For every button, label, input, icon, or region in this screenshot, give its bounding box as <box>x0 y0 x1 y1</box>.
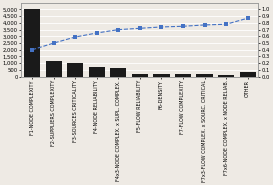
Bar <box>46 60 62 77</box>
Bar <box>153 74 170 77</box>
Bar <box>67 63 83 77</box>
Bar <box>110 68 126 77</box>
Bar <box>89 67 105 77</box>
Bar <box>175 74 191 77</box>
Bar <box>239 72 256 77</box>
Bar <box>24 9 40 77</box>
Bar <box>218 75 234 77</box>
Bar <box>132 73 148 77</box>
Bar <box>197 74 213 77</box>
